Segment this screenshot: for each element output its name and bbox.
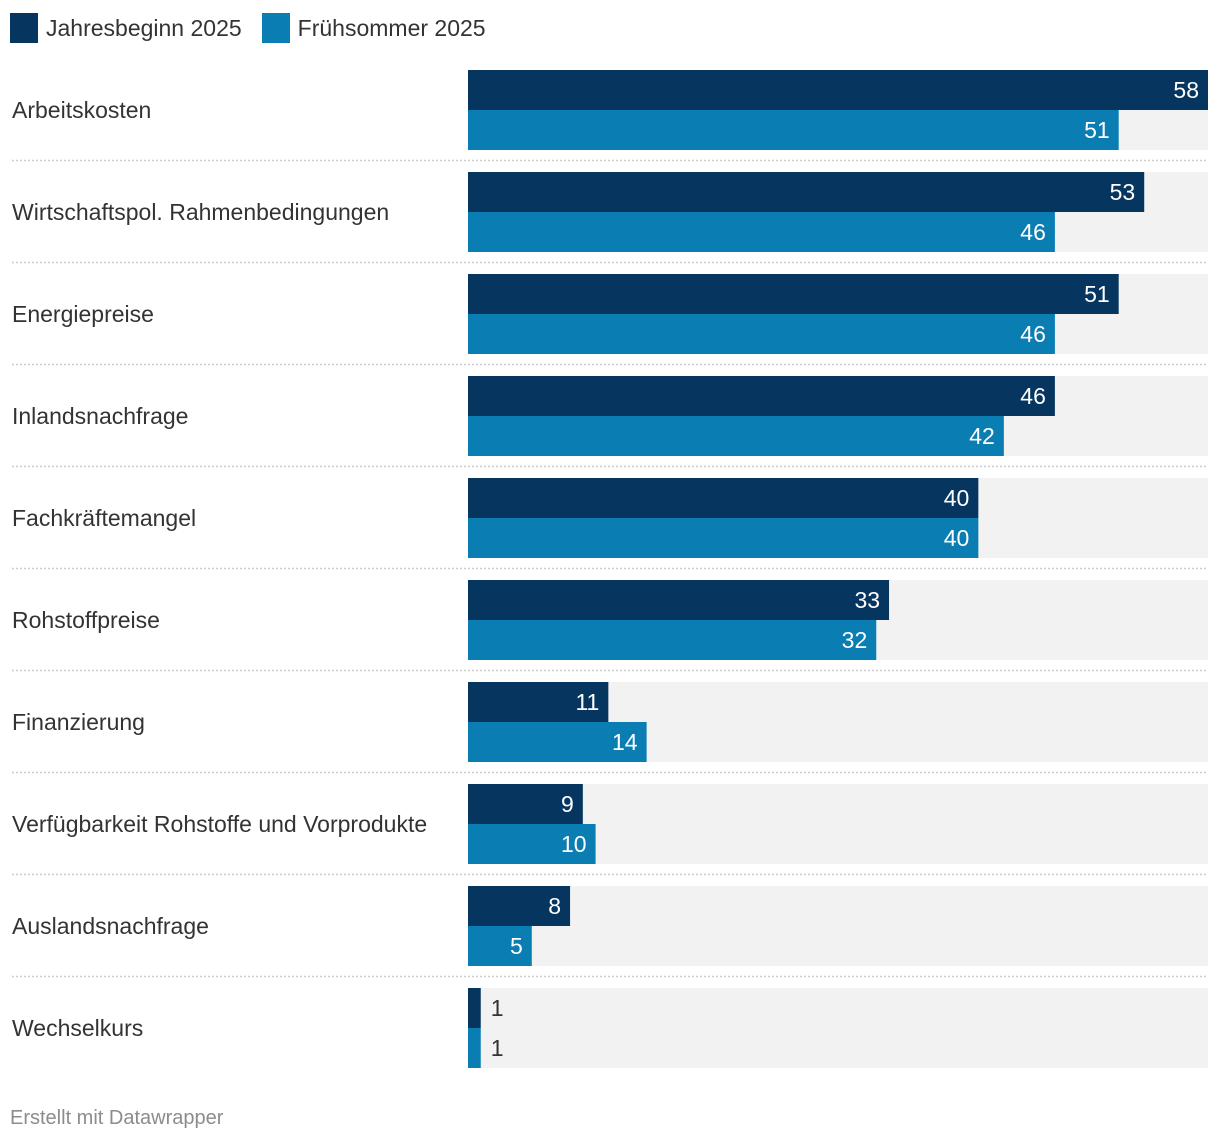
bar-rohstoffpreise-series-0: [468, 580, 890, 620]
value-label-energiepreise-series-1: 46: [1020, 321, 1046, 347]
value-label-wirtschaftspol-rahmenbedingungen-series-0: 53: [1110, 179, 1136, 205]
bar-verfugbarkeit-rohstoffe-und-vorprodukte-series-1: [468, 824, 596, 864]
value-label-rohstoffpreise-series-0: 33: [854, 587, 880, 613]
value-label-verfugbarkeit-rohstoffe-und-vorprodukte-series-1: 10: [561, 831, 587, 857]
bar-arbeitskosten-series-0: [468, 70, 1208, 110]
legend-swatch-fruehsommer: [261, 13, 290, 43]
value-label-finanzierung-series-1: 14: [612, 729, 638, 755]
value-label-arbeitskosten-series-1: 51: [1084, 117, 1110, 143]
category-label-wirtschaftspol-rahmenbedingungen: Wirtschaftspol. Rahmenbedingungen: [12, 199, 389, 225]
value-label-rohstoffpreise-series-1: 32: [842, 627, 868, 653]
value-label-wechselkurs-series-0: 1: [491, 995, 504, 1021]
value-label-fachkraftemangel-series-0: 40: [944, 485, 970, 511]
value-label-inlandsnachfrage-series-0: 46: [1020, 383, 1046, 409]
bar-finanzierung-series-1: [468, 722, 647, 762]
value-label-wechselkurs-series-1: 1: [491, 1035, 504, 1061]
bar-track-auslandsnachfrage: [468, 886, 1208, 966]
value-label-fachkraftemangel-series-1: 40: [944, 525, 970, 551]
value-label-verfugbarkeit-rohstoffe-und-vorprodukte-series-0: 9: [561, 791, 574, 817]
bar-energiepreise-series-1: [468, 314, 1055, 354]
category-label-energiepreise: Energiepreise: [12, 301, 154, 327]
bar-energiepreise-series-0: [468, 274, 1119, 314]
category-label-wechselkurs: Wechselkurs: [12, 1015, 143, 1041]
category-label-finanzierung: Finanzierung: [12, 709, 145, 735]
bar-inlandsnachfrage-series-0: [468, 376, 1055, 416]
value-label-finanzierung-series-0: 11: [575, 689, 599, 715]
value-label-arbeitskosten-series-0: 58: [1173, 77, 1199, 103]
bar-fachkraftemangel-series-1: [468, 518, 979, 558]
legend-label-jahresbeginn: Jahresbeginn 2025: [46, 14, 242, 41]
legend-label-fruehsommer: Frühsommer 2025: [297, 14, 486, 41]
footer-credit: Erstellt mit Datawrapper: [10, 1107, 224, 1129]
bar-arbeitskosten-series-1: [468, 110, 1119, 150]
bar-auslandsnachfrage-series-1: [468, 926, 532, 966]
legend-item-jahresbeginn: Jahresbeginn 2025: [10, 13, 242, 43]
bar-track-wechselkurs: [468, 988, 1208, 1068]
value-label-energiepreise-series-0: 51: [1084, 281, 1110, 307]
bar-finanzierung-series-0: [468, 682, 609, 722]
bar-wechselkurs-series-0: [468, 988, 481, 1028]
bar-wirtschaftspol-rahmenbedingungen-series-1: [468, 212, 1055, 252]
legend-swatch-jahresbeginn: [10, 13, 38, 43]
legend: Jahresbeginn 2025 Frühsommer 2025: [10, 12, 486, 44]
value-label-wirtschaftspol-rahmenbedingungen-series-1: 46: [1020, 219, 1046, 245]
value-label-auslandsnachfrage-series-0: 8: [548, 893, 561, 919]
category-label-fachkraftemangel: Fachkräftemangel: [12, 505, 196, 531]
category-label-auslandsnachfrage: Auslandsnachfrage: [12, 913, 209, 939]
category-label-rohstoffpreise: Rohstoffpreise: [12, 607, 160, 633]
bar-fachkraftemangel-series-0: [468, 478, 979, 518]
category-label-verfugbarkeit-rohstoffe-und-vorprodukte: Verfügbarkeit Rohstoffe und Vorprodukte: [12, 811, 427, 837]
bar-wechselkurs-series-1: [468, 1028, 481, 1068]
bar-rohstoffpreise-series-1: [468, 620, 877, 660]
bar-verfugbarkeit-rohstoffe-und-vorprodukte-series-0: [468, 784, 583, 824]
bar-inlandsnachfrage-series-1: [468, 416, 1004, 456]
value-label-inlandsnachfrage-series-1: 42: [969, 423, 995, 449]
category-label-arbeitskosten: Arbeitskosten: [12, 97, 151, 123]
value-label-auslandsnachfrage-series-1: 5: [510, 933, 523, 959]
bar-auslandsnachfrage-series-0: [468, 886, 571, 926]
category-label-inlandsnachfrage: Inlandsnachfrage: [12, 403, 188, 429]
bar-wirtschaftspol-rahmenbedingungen-series-0: [468, 172, 1145, 212]
legend-item-fruehsommer: Frühsommer 2025: [261, 13, 486, 43]
